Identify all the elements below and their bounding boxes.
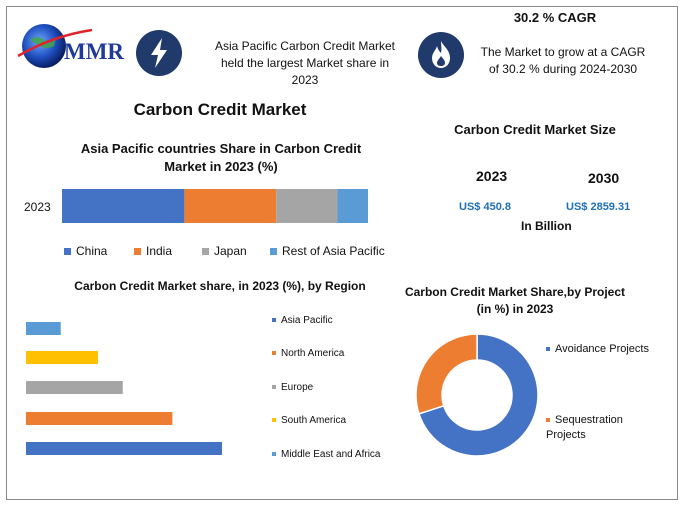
stack-segment-china xyxy=(62,189,185,223)
donut-slice-avoidance-projects xyxy=(418,333,539,457)
stack-segment-japan xyxy=(276,189,338,223)
size-value-2030: US$ 2859.31 xyxy=(566,201,631,213)
legend-label: India xyxy=(146,244,173,258)
chart3-legend-item: Sequestration Projects xyxy=(546,413,656,443)
stack-segment-india xyxy=(184,189,277,223)
main-title: Carbon Credit Market xyxy=(133,100,307,119)
legend-label: China xyxy=(76,244,108,258)
infographic-frame xyxy=(6,6,678,500)
legend-label: Avoidance Projects xyxy=(555,343,649,355)
legend-swatch xyxy=(272,385,276,390)
chart2-legend-item: Asia Pacific xyxy=(272,315,333,326)
cagr-title: 30.2 % CAGR xyxy=(513,10,597,25)
region-bar-south-america xyxy=(26,412,173,425)
chart1-title: Asia Pacific countries Share in Carbon C… xyxy=(80,141,362,174)
region-bar-asia-pacific xyxy=(26,322,61,335)
size-value-2023: US$ 450.8 xyxy=(459,201,511,213)
size-year-2030: 2030 xyxy=(588,170,620,186)
size-title: Carbon Credit Market Size xyxy=(454,122,616,137)
chart2-title: Carbon Credit Market share, in 2023 (%),… xyxy=(74,279,366,293)
cagr-text: The Market to grow at a CAGR of 30.2 % d… xyxy=(480,45,646,76)
share-text: Asia Pacific Carbon Credit Market held t… xyxy=(214,39,396,87)
legend-swatch xyxy=(546,418,550,423)
region-bar-europe xyxy=(26,381,123,394)
chart2-legend-item: North America xyxy=(272,348,344,359)
legend-label: Europe xyxy=(281,382,314,393)
legend-swatch xyxy=(272,351,276,356)
legend-label: South America xyxy=(281,415,347,426)
legend-swatch xyxy=(272,452,276,457)
legend-label: Sequestration Projects xyxy=(546,414,623,441)
region-bar-middle-east-and-africa xyxy=(26,442,222,455)
chart1-category-label: 2023 xyxy=(24,200,51,214)
lightning-icon xyxy=(136,30,182,76)
chart2-region-bars xyxy=(26,322,222,455)
chart1-legend-item: Rest of Asia Pacific xyxy=(270,244,385,258)
legend-label: North America xyxy=(281,348,345,359)
chart3-legend-item: Avoidance Projects xyxy=(546,342,656,357)
legend-swatch xyxy=(546,347,550,352)
legend-swatch xyxy=(202,248,209,256)
region-bar-north-america xyxy=(26,351,98,364)
chart2-legend-item: Europe xyxy=(272,382,313,393)
chart3-title: Carbon Credit Market Share,by Project (i… xyxy=(404,285,626,316)
chart3-donut xyxy=(415,333,539,457)
globe-icon xyxy=(17,24,93,68)
donut-slice-sequestration-projects xyxy=(415,333,478,415)
flame-icon xyxy=(418,32,464,78)
legend-swatch xyxy=(272,318,276,323)
size-unit: In Billion xyxy=(521,219,572,233)
chart1-legend-item: India xyxy=(134,244,172,258)
legend-label: Middle East and Africa xyxy=(281,449,381,460)
mmr-logo: MMR xyxy=(12,16,132,76)
legend-swatch xyxy=(270,248,277,256)
logo-text: MMR xyxy=(64,39,125,64)
legend-label: Rest of Asia Pacific xyxy=(282,244,385,258)
chart2-legend-item: South America xyxy=(272,415,346,426)
legend-swatch xyxy=(64,248,71,256)
legend-swatch xyxy=(272,418,276,423)
legend-label: Asia Pacific xyxy=(281,315,333,326)
chart1-stacked-bar xyxy=(62,189,368,223)
legend-swatch xyxy=(134,248,141,256)
legend-label: Japan xyxy=(214,244,247,258)
stack-segment-rest-of-asia-pacific xyxy=(337,189,368,223)
chart1-legend-item: Japan xyxy=(202,244,247,258)
chart2-legend-item: Middle East and Africa xyxy=(272,449,381,460)
size-year-2023: 2023 xyxy=(476,168,508,184)
chart1-legend-item: China xyxy=(64,244,107,258)
